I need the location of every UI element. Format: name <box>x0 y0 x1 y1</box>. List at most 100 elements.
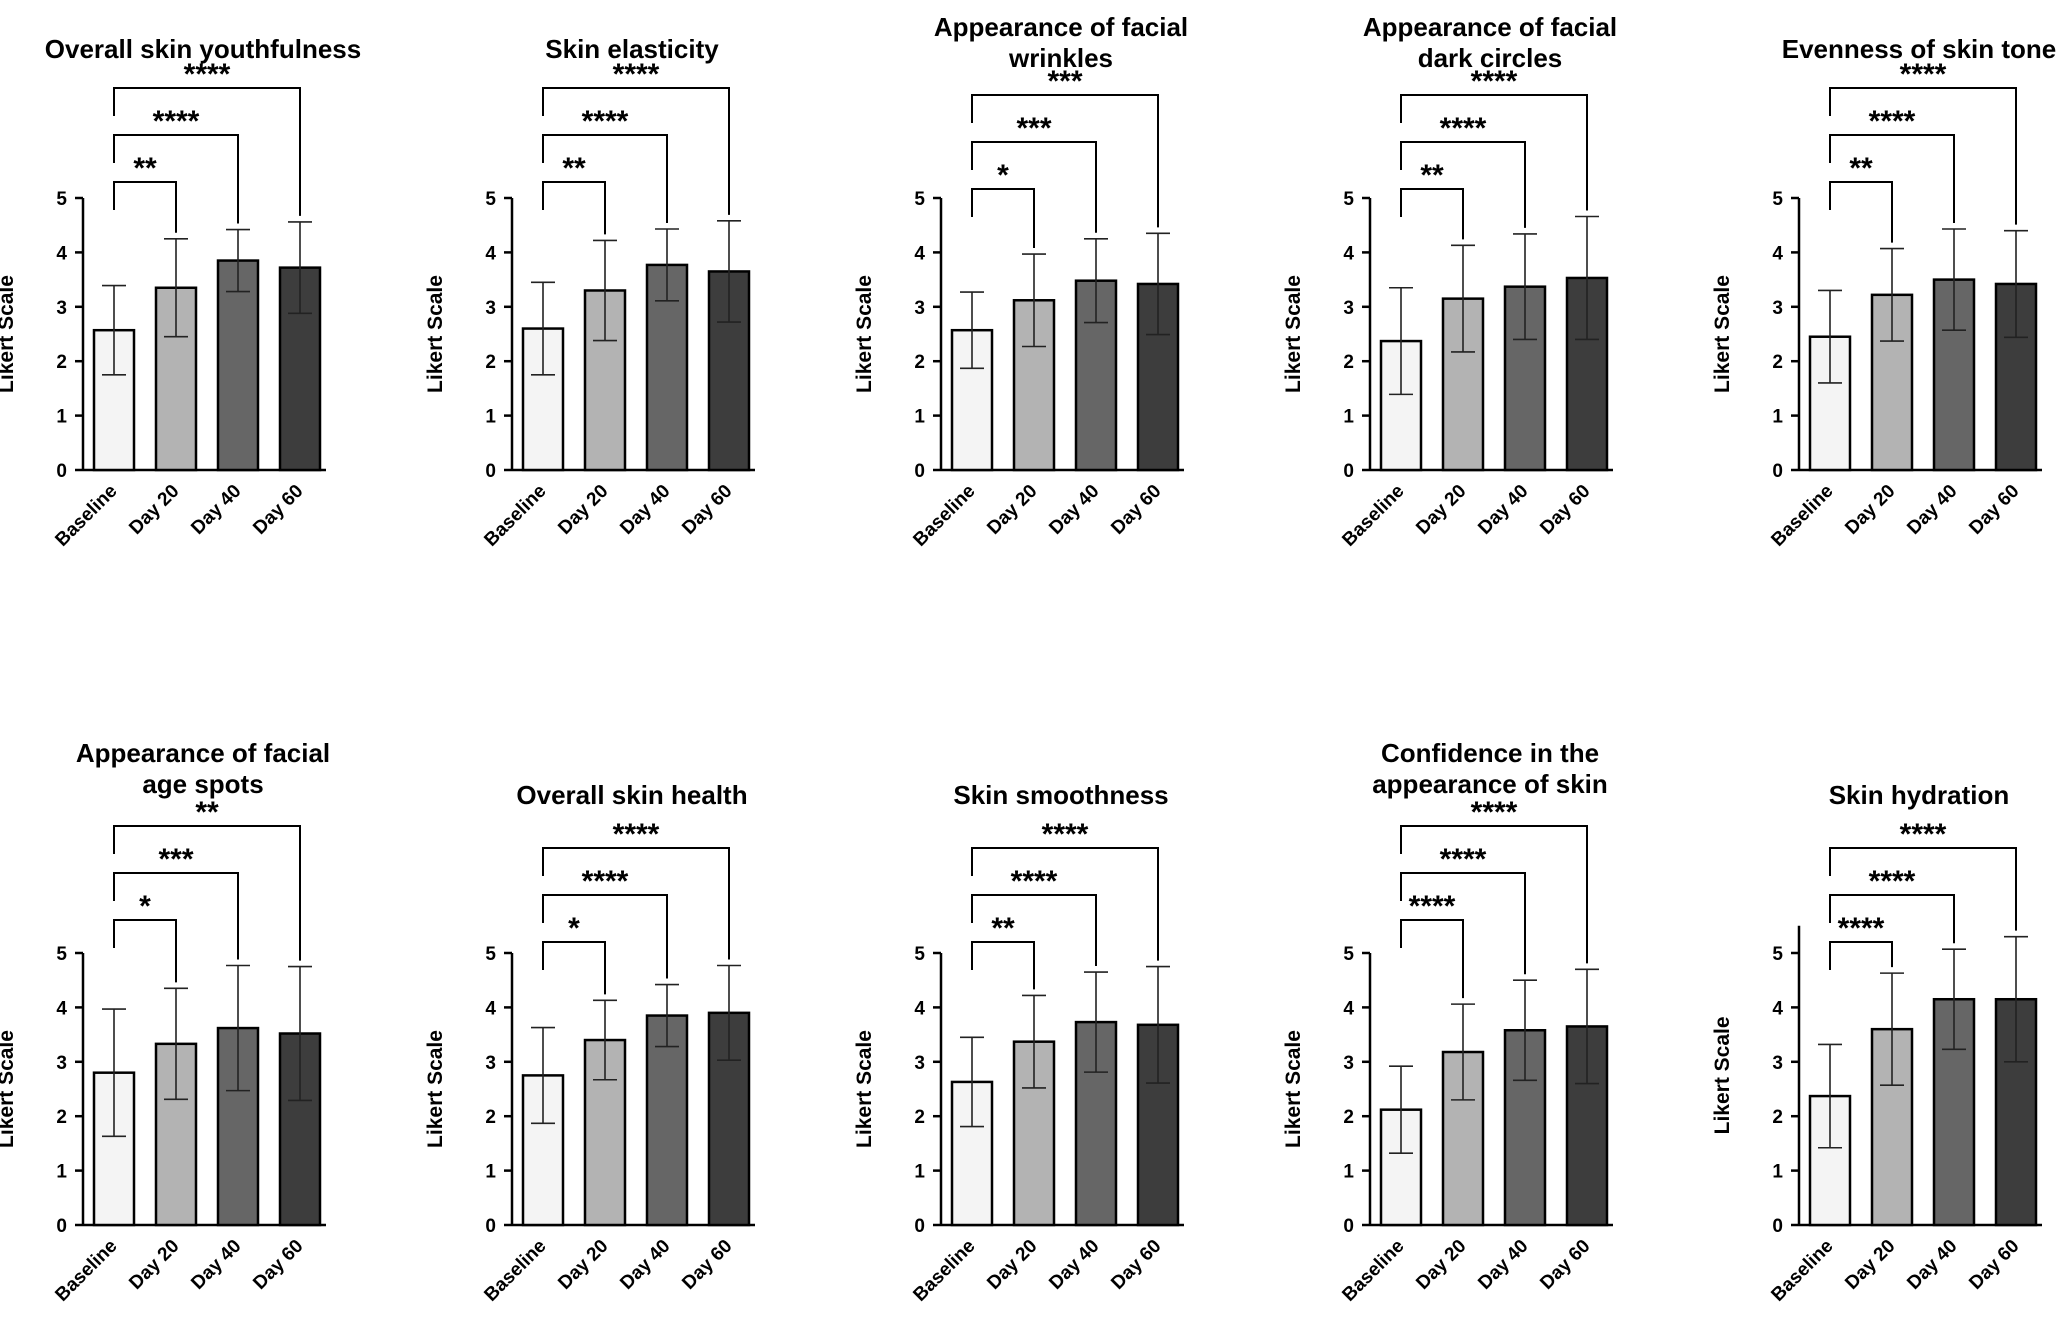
x-tick-label: Day 20 <box>125 1236 183 1294</box>
chart-panel-7: Overall skin health 0 1 2 3 4 5 Likert Scale Bas… <box>424 780 755 1306</box>
bar-day-20 <box>1012 1040 1056 1227</box>
chart-title-line: appearance of skin <box>1372 769 1608 799</box>
bar-day-60 <box>278 266 322 472</box>
y-tick-label: 5 <box>1772 944 1783 965</box>
chart-title-line: Overall skin youthfulness <box>45 34 361 64</box>
y-tick-label: 2 <box>914 1107 925 1128</box>
x-tick-label: Day 40 <box>616 481 674 539</box>
significance-bracket <box>1829 87 2017 225</box>
significance-bracket <box>113 134 239 224</box>
y-tick-label: 2 <box>1772 1107 1783 1128</box>
significance-bracket <box>1400 872 1526 975</box>
x-tick-label: Baseline <box>1338 1236 1408 1306</box>
y-tick-label: 5 <box>485 189 496 210</box>
significance-label: **** <box>153 105 200 138</box>
x-tick-label: Day 60 <box>1536 481 1594 539</box>
y-tick-label: 4 <box>485 998 496 1019</box>
x-tick-label: Day 40 <box>1045 481 1103 539</box>
y-tick-label: 0 <box>1343 1216 1354 1237</box>
y-tick-label: 0 <box>485 1216 496 1237</box>
bar-day-60 <box>707 1011 751 1227</box>
significance-bracket <box>542 847 730 960</box>
chart-title: Appearance of facial age spots <box>76 738 330 799</box>
y-tick-label: 1 <box>56 1162 67 1183</box>
significance-bracket <box>1400 919 1464 999</box>
significance-label: ** <box>562 152 586 185</box>
significance-label: **** <box>1869 105 1916 138</box>
y-tick-label: 2 <box>56 352 67 373</box>
significance-label: *** <box>158 843 193 876</box>
x-tick-label: Day 60 <box>1965 481 2023 539</box>
y-axis-label: Likert Scale <box>853 1030 876 1148</box>
significance-label: **** <box>1838 912 1885 945</box>
chart-title-line: dark circles <box>1418 43 1563 73</box>
significance-label: **** <box>1900 58 1947 91</box>
y-axis-label: Likert Scale <box>1711 1016 1734 1134</box>
significance-label: * <box>139 890 151 923</box>
y-tick-label: 3 <box>1772 298 1783 319</box>
chart-panel-2: Skin elasticity 0 1 2 3 4 5 Likert Scale Baselin… <box>424 34 755 551</box>
chart-title-line: Skin hydration <box>1829 780 2010 810</box>
y-tick-label: 1 <box>1772 407 1783 428</box>
y-tick-label: 5 <box>1343 189 1354 210</box>
y-tick-label: 3 <box>485 298 496 319</box>
significance-label: **** <box>1440 843 1487 876</box>
bar-day-20 <box>1870 1027 1914 1227</box>
y-tick-label: 5 <box>56 944 67 965</box>
y-tick-label: 4 <box>485 243 496 264</box>
y-axis-label: Likert Scale <box>0 1030 18 1148</box>
x-tick-label: Baseline <box>51 481 121 551</box>
chart-title-line: Overall skin health <box>516 780 747 810</box>
x-tick-label: Baseline <box>909 481 979 551</box>
y-tick-label: 2 <box>914 352 925 373</box>
chart-title: Skin smoothness <box>953 780 1168 810</box>
y-tick-label: 2 <box>1772 352 1783 373</box>
significance-bracket <box>1829 894 1955 944</box>
chart-title: Overall skin health <box>516 780 747 810</box>
y-tick-label: 5 <box>914 944 925 965</box>
chart-title-line: Appearance of facial <box>76 738 330 768</box>
x-tick-label: Day 20 <box>1412 481 1470 539</box>
y-axis-label: Likert Scale <box>1711 275 1734 393</box>
x-tick-label: Day 60 <box>1536 1236 1594 1294</box>
y-tick-label: 0 <box>1772 1216 1783 1237</box>
chart-title-line: Skin elasticity <box>545 34 719 64</box>
significance-label: **** <box>613 58 660 91</box>
chart-title: Confidence in the appearance of skin <box>1372 738 1608 799</box>
x-tick-label: Day 60 <box>249 481 307 539</box>
x-tick-label: Baseline <box>909 1236 979 1306</box>
y-tick-label: 4 <box>1772 243 1783 264</box>
y-tick-label: 0 <box>485 461 496 482</box>
significance-label: ** <box>195 796 219 829</box>
significance-label: **** <box>1011 865 1058 898</box>
y-tick-label: 1 <box>914 407 925 428</box>
x-tick-label: Baseline <box>1767 1236 1837 1306</box>
x-tick-label: Day 40 <box>1474 481 1532 539</box>
chart-title: Skin hydration <box>1829 780 2010 810</box>
chart-title: Overall skin youthfulness <box>45 34 361 64</box>
y-axis-label: Likert Scale <box>1282 275 1305 393</box>
x-tick-label: Day 60 <box>1965 1236 2023 1294</box>
y-tick-label: 4 <box>1343 998 1354 1019</box>
chart-title-line: wrinkles <box>1008 43 1113 73</box>
chart-panel-5: Evenness of skin tone 0 1 2 3 4 5 Likert Scale B… <box>1711 34 2056 551</box>
significance-label: **** <box>184 58 231 91</box>
y-axis-label: Likert Scale <box>424 1030 447 1148</box>
y-tick-label: 1 <box>56 407 67 428</box>
significance-bracket <box>542 134 668 224</box>
significance-bracket <box>542 181 606 235</box>
y-tick-label: 2 <box>485 352 496 373</box>
x-tick-label: Day 40 <box>1903 1236 1961 1294</box>
x-tick-label: Day 60 <box>678 481 736 539</box>
y-tick-label: 2 <box>485 1107 496 1128</box>
chart-panel-4: Appearance of facial dark circles 0 1 2 3 4 5 Li… <box>1282 12 1617 551</box>
chart-title-line: Evenness of skin tone <box>1782 34 2057 64</box>
significance-bracket <box>971 941 1035 990</box>
y-tick-label: 4 <box>1772 998 1783 1019</box>
significance-label: **** <box>1900 818 1947 851</box>
significance-bracket <box>971 188 1035 249</box>
y-axis-label: Likert Scale <box>853 275 876 393</box>
x-tick-label: Day 20 <box>983 1236 1041 1294</box>
x-tick-label: Day 20 <box>1841 481 1899 539</box>
